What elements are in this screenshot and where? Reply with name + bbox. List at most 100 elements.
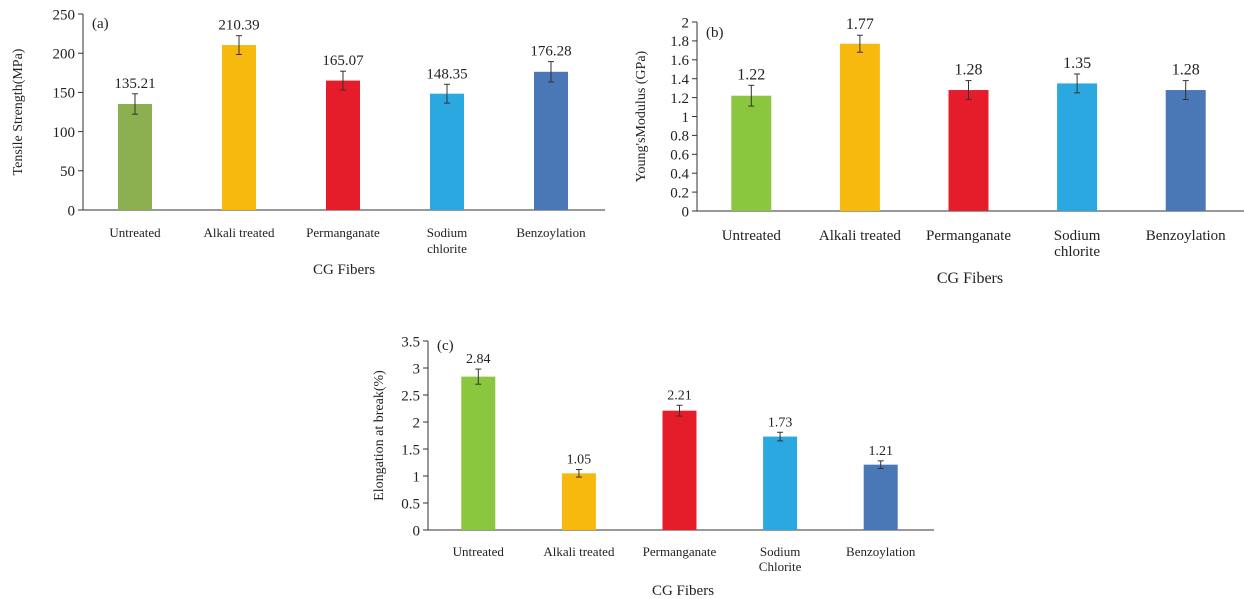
y-tick-label: 100: [53, 125, 76, 141]
y-tick-label: 3: [413, 361, 421, 377]
bar: [863, 464, 898, 530]
category-label-line: Alkali treated: [543, 544, 615, 559]
bar: [948, 90, 989, 211]
bar: [534, 71, 568, 210]
category-label-line: Benzoylation: [846, 544, 916, 559]
data-label: 1.22: [737, 66, 765, 83]
y-tick-label: 150: [53, 86, 76, 102]
x-axis-label: CG Fibers: [313, 262, 375, 278]
category-label: Alkali treated: [819, 228, 902, 244]
category-label-line: Untreated: [109, 225, 161, 240]
y-tick-label: 1.8: [670, 34, 689, 50]
bar: [118, 103, 152, 210]
y-tick-label: 0: [682, 204, 690, 220]
category-label: Alkali treated: [203, 225, 275, 240]
chart-panel-b: 0 0.2 0.4 0.6 0.8 1 1.2 1.4 1.6 1.8 2 Young'sModulu…: [634, 15, 1244, 287]
data-label: 135.21: [114, 76, 155, 92]
y-tick-label: 0: [413, 523, 421, 539]
y-tick-label: 3.5: [401, 334, 420, 350]
bar: [662, 410, 697, 530]
data-label: 210.39: [218, 18, 259, 34]
bar: [1165, 90, 1206, 211]
y-tick-label: 2.5: [401, 388, 420, 404]
y-axis-label: Young'sModulus (GPa): [634, 50, 649, 182]
category-label-line: chlorite: [1054, 244, 1100, 260]
y-tick-label: 200: [53, 46, 76, 62]
data-label: 1.05: [567, 453, 592, 468]
x-axis-label: CG Fibers: [652, 583, 714, 599]
bar: [561, 473, 596, 530]
category-label: Untreated: [453, 544, 505, 559]
category-label: Permanganate: [643, 544, 717, 559]
category-label: Untreated: [722, 228, 782, 244]
y-axis-label: Tensile Strength(MPa): [11, 48, 26, 175]
y-tick-label: 1.4: [670, 72, 689, 88]
data-label: 176.28: [530, 44, 571, 60]
category-label-line: Sodium: [1054, 228, 1101, 244]
category-label-line: Untreated: [722, 228, 782, 244]
panel-label: (b): [706, 25, 724, 41]
y-tick-label: 50: [60, 164, 75, 180]
y-tick-label: 1: [413, 469, 421, 485]
y-tick-label: 2: [682, 15, 690, 31]
category-label: Permanganate: [926, 228, 1011, 244]
y-tick-label: 1.5: [401, 442, 420, 458]
data-label: 1.28: [955, 62, 983, 79]
y-tick-label: 2: [413, 415, 421, 431]
panel-label: (c): [437, 338, 454, 354]
category-label-line: chlorite: [427, 241, 467, 256]
y-tick-label: 0.8: [670, 129, 689, 145]
category-label-line: Benzoylation: [516, 225, 586, 240]
x-axis-label: CG Fibers: [937, 270, 1003, 287]
y-tick-label: 0.4: [670, 166, 689, 182]
data-label: 148.35: [426, 66, 467, 82]
data-label: 1.28: [1172, 62, 1200, 79]
chart-panel-c: 0 0.5 1 1.5 2 2.5 3 3.5 Elongation at break(%) (c…: [372, 334, 934, 599]
bar: [222, 45, 256, 210]
data-label: 2.21: [667, 388, 692, 403]
y-tick-label: 0.6: [670, 148, 689, 164]
y-tick-label: 0.5: [401, 496, 420, 512]
y-tick-label: 1: [682, 110, 690, 126]
category-label-line: Alkali treated: [203, 225, 275, 240]
data-label: 1.21: [868, 444, 893, 459]
data-label: 1.77: [846, 16, 874, 33]
chart-panel-a: 0 50 100 150 200 250 Tensile Strength(MPa) (a) 1…: [11, 7, 605, 278]
category-label: Alkali treated: [543, 544, 615, 559]
y-tick-label: 250: [53, 7, 76, 23]
panel-label: (a): [92, 16, 109, 32]
bar: [763, 436, 798, 530]
category-label: Sodium Chlorite: [759, 544, 802, 574]
bar: [461, 376, 496, 530]
data-label: 165.07: [322, 53, 364, 69]
category-label-line: Untreated: [453, 544, 505, 559]
bar: [326, 80, 360, 211]
data-label: 1.35: [1063, 55, 1091, 72]
y-tick-label: 1.2: [670, 91, 689, 107]
category-label: Sodium chlorite: [427, 225, 467, 256]
category-label: Untreated: [109, 225, 161, 240]
category-label-line: Benzoylation: [1146, 228, 1226, 244]
bar: [430, 93, 464, 210]
bar: [839, 43, 880, 211]
bar: [1057, 83, 1098, 211]
data-label: 2.84: [466, 352, 491, 367]
y-tick-label: 0: [68, 203, 76, 219]
category-label-line: Permanganate: [926, 228, 1011, 244]
y-axis-label: Elongation at break(%): [372, 370, 387, 501]
category-label: Benzoylation: [846, 544, 916, 559]
bar: [731, 95, 772, 211]
category-label-line: Alkali treated: [819, 228, 902, 244]
category-label: Benzoylation: [1146, 228, 1226, 244]
data-label: 1.73: [768, 415, 793, 430]
y-tick-label: 0.2: [670, 185, 689, 201]
category-label-line: Sodium: [760, 544, 800, 559]
category-label-line: Permanganate: [306, 225, 380, 240]
category-label-line: Permanganate: [643, 544, 717, 559]
category-label: Benzoylation: [516, 225, 586, 240]
category-label: Permanganate: [306, 225, 380, 240]
y-tick-label: 1.6: [670, 53, 689, 69]
category-label-line: Chlorite: [759, 559, 802, 574]
category-label-line: Sodium: [427, 225, 467, 240]
